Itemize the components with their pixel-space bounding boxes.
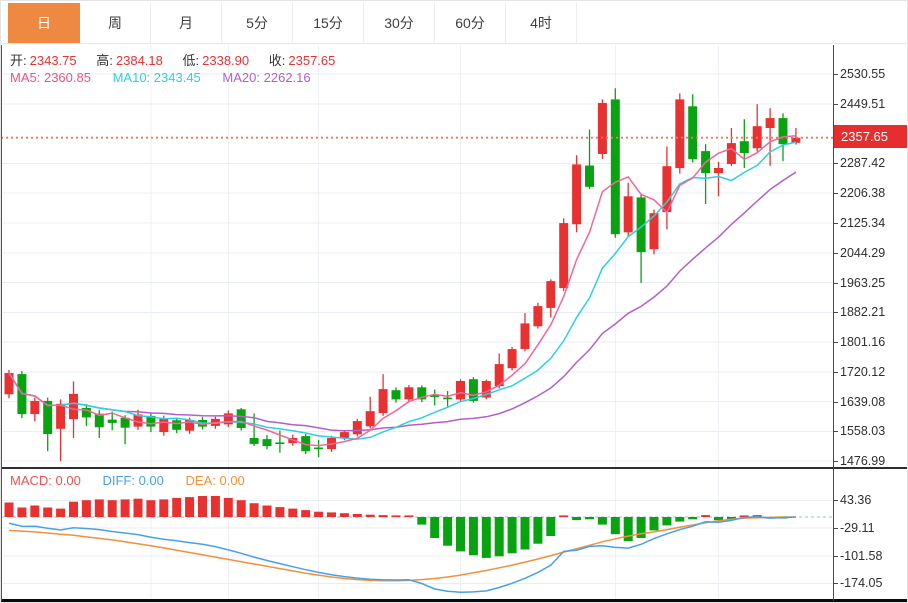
price-axis-label: 2125.34 [840, 216, 886, 230]
price-axis-label: 2287.42 [840, 156, 886, 170]
macd-axis-label: -101.58 [840, 549, 883, 563]
price-axis-label: 1558.03 [840, 424, 886, 438]
tab-day[interactable]: 日 [8, 3, 80, 43]
dea-value-legend: DEA: 0.00 [185, 473, 245, 488]
price-axis-label: 1639.08 [840, 395, 886, 409]
ohlc-legend: 开: 2343.75 高: 2384.18 低: 2338.90 收: 2357.65 [10, 50, 351, 69]
high-value: 2384.18 [115, 53, 163, 68]
tab-week[interactable]: 周 [80, 3, 151, 43]
axis-tick-mark [833, 402, 838, 403]
axis-tick-mark [833, 500, 838, 501]
axis-tick-mark [833, 163, 838, 164]
axis-tick-mark [833, 528, 838, 529]
tab-30min[interactable]: 30分 [364, 3, 435, 43]
low-label: 低: [182, 53, 200, 68]
axis-tick-mark [833, 104, 838, 105]
macd-legend: MACD: 0.00 DIFF: 0.00 DEA: 0.00 [10, 473, 245, 488]
axis-tick-mark [833, 372, 838, 373]
candlestick-chart[interactable] [1, 45, 833, 469]
interval-tabbar: 日周月 5分 15分 30分 60分 4时 [1, 1, 907, 44]
open-value: 2343.75 [29, 53, 77, 68]
price-axis-label: 1720.12 [840, 365, 886, 379]
tab-60min[interactable]: 60分 [435, 3, 506, 43]
open-label: 开: [10, 53, 27, 68]
axis-tick-mark [833, 431, 838, 432]
axis-tick-mark [833, 312, 838, 313]
macd-axis-label: -174.05 [840, 576, 883, 590]
axis-tick-mark [833, 342, 838, 343]
price-axis-label: 2206.38 [840, 186, 886, 200]
tab-5min[interactable]: 5分 [222, 3, 293, 43]
price-axis-line [833, 45, 834, 601]
current-price-tag: 2357.65 [834, 125, 907, 148]
chart-left-border [1, 45, 2, 601]
price-axis-label: 2449.51 [840, 97, 886, 111]
ma10-legend: MA10: 2343.45 [112, 70, 201, 85]
axis-tick-mark [833, 74, 838, 75]
tab-month[interactable]: 月 [151, 3, 222, 43]
close-value: 2357.65 [288, 53, 336, 68]
diff-value-legend: DIFF: 0.00 [102, 473, 164, 488]
tab-4hour[interactable]: 4时 [506, 3, 577, 43]
axis-tick-mark [833, 556, 838, 557]
axis-tick-mark [833, 223, 838, 224]
axis-tick-mark [833, 193, 838, 194]
axis-tick-mark [833, 461, 838, 462]
price-axis-label: 2044.29 [840, 246, 886, 260]
close-label: 收: [268, 53, 286, 68]
ma-legend: MA5: 2360.85 MA10: 2343.45 MA20: 2262.16 [10, 70, 311, 85]
price-axis-label: 1963.25 [840, 276, 886, 290]
macd-value-legend: MACD: 0.00 [10, 473, 81, 488]
ma20-legend: MA20: 2262.16 [222, 70, 311, 85]
axis-tick-mark [833, 253, 838, 254]
price-axis-label: 1882.21 [840, 305, 886, 319]
tab-15min[interactable]: 15分 [293, 3, 364, 43]
axis-tick-mark [833, 283, 838, 284]
high-label: 高: [96, 53, 113, 68]
low-value: 2338.90 [202, 53, 250, 68]
bottom-edge-bar [1, 599, 907, 602]
macd-axis-label: 43.36 [840, 493, 872, 507]
macd-indicator-chart[interactable] [1, 469, 833, 599]
ma5-legend: MA5: 2360.85 [10, 70, 91, 85]
pane-divider [1, 467, 907, 469]
macd-axis-label: -29.11 [840, 521, 875, 535]
price-axis-label: 1801.16 [840, 335, 886, 349]
price-axis-label: 1476.99 [840, 454, 886, 468]
price-axis-label: 2530.55 [840, 67, 886, 81]
axis-tick-mark [833, 583, 838, 584]
